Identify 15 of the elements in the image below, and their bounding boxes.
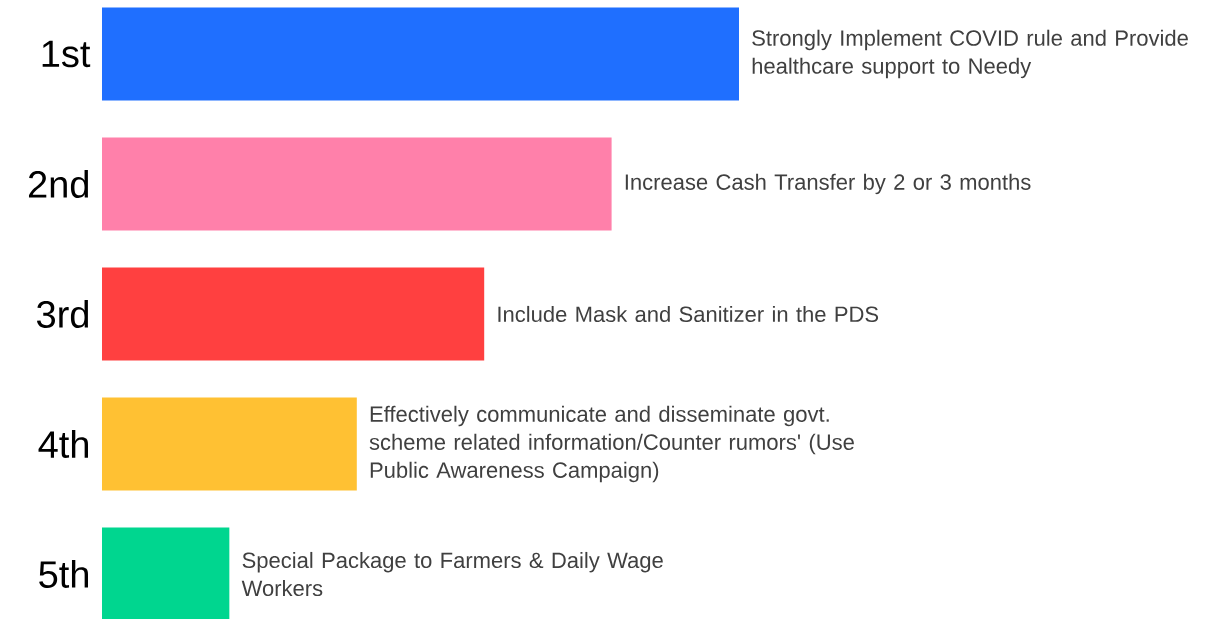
annotation: Include Mask and Sanitizer in the PDS — [498, 305, 879, 323]
bar — [102, 527, 230, 619]
bar — [102, 7, 739, 101]
annotation: Strongly Implement COVID rule and Provide healthcare support to Needy — [752, 29, 1188, 79]
bar — [102, 137, 612, 231]
y-tick-label: 5th — [39, 560, 88, 588]
annotation: Effectively communicate and disseminate govt. scheme related information/Counter rumors' (Use Public Awareness Campaign) — [369, 405, 854, 483]
y-tick-label: 2nd — [28, 170, 88, 198]
bar — [102, 397, 357, 491]
y-tick-label: 3rd — [36, 300, 89, 328]
annotation: Special Package to Farmers & Daily Wage Workers — [241, 551, 663, 597]
y-tick-label: 1st — [42, 40, 91, 68]
annotation: Increase Cash Transfer by 2 or 3 months — [625, 173, 1031, 195]
bar — [102, 267, 485, 361]
y-tick-label: 4th — [38, 430, 88, 458]
